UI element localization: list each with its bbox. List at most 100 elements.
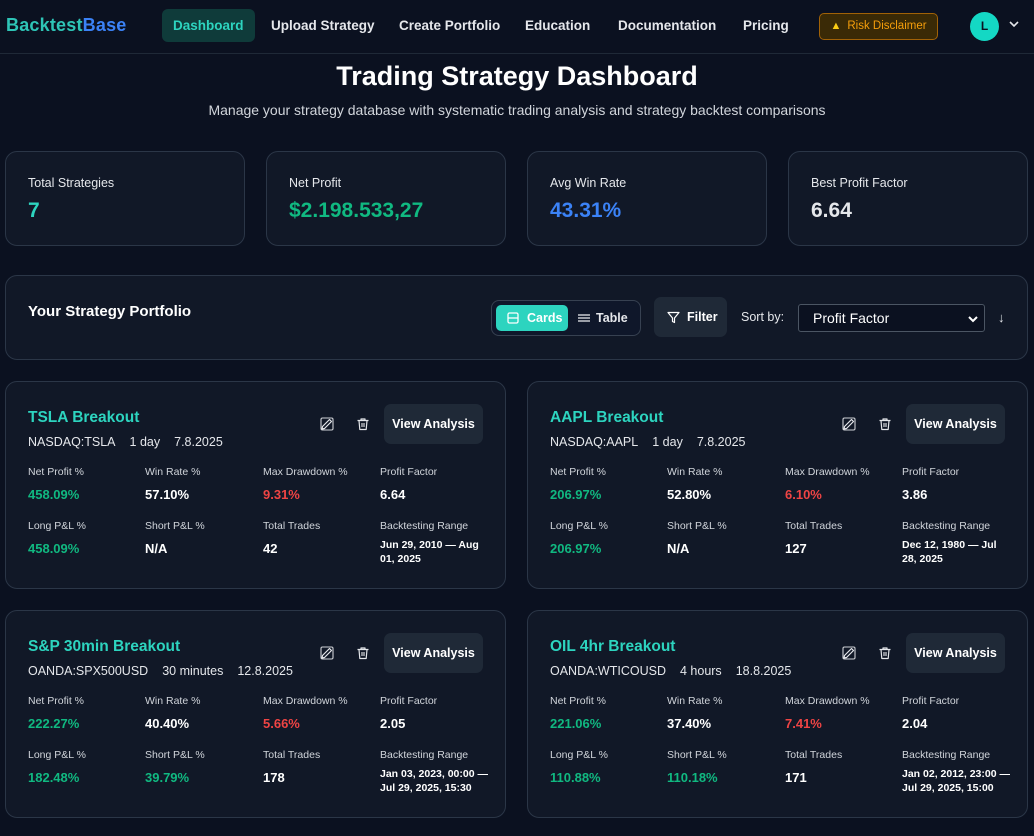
stat-label: Best Profit Factor: [811, 176, 908, 190]
sort-label: Sort by:: [741, 310, 785, 324]
list-icon: [578, 314, 590, 322]
stat-value: 43.31%: [550, 199, 622, 222]
nav-education[interactable]: Education: [525, 18, 591, 33]
nav-documentation[interactable]: Documentation: [618, 18, 717, 33]
edit-icon[interactable]: [842, 646, 856, 660]
strategy-card: AAPL Breakout NASDAQ:AAPL 1 day 7.8.2025 V…: [527, 381, 1028, 589]
edit-icon[interactable]: [320, 417, 334, 431]
metric-win-rate: Win Rate % 40.40%: [145, 695, 201, 731]
metric-total-trades: Total Trades 42: [263, 520, 321, 556]
metric-profit-factor: Profit Factor 2.05: [380, 695, 438, 731]
nav-dashboard[interactable]: Dashboard: [162, 9, 255, 42]
metric-max-drawdown: Max Drawdown % 7.41%: [785, 695, 870, 731]
strategy-timeframe: 1 day: [129, 435, 161, 449]
strategy-meta: OANDA:SPX500USD 30 minutes 12.8.2025: [28, 664, 307, 678]
chevron-down-icon[interactable]: [1008, 18, 1020, 30]
trash-icon[interactable]: [356, 646, 370, 660]
risk-disclaimer-button[interactable]: ▲ Risk Disclaimer: [819, 13, 938, 40]
metric-total-trades: Total Trades 127: [785, 520, 843, 556]
metric-profit-factor: Profit Factor 6.64: [380, 466, 438, 502]
stat-net-profit: Net Profit $2.198.533,27: [266, 151, 506, 246]
strategy-meta: NASDAQ:TSLA 1 day 7.8.2025: [28, 435, 237, 449]
avatar[interactable]: L: [970, 12, 999, 41]
metric-win-rate: Win Rate % 52.80%: [667, 466, 723, 502]
strategy-meta: NASDAQ:AAPL 1 day 7.8.2025: [550, 435, 760, 449]
metric-backtest-range: Backtesting Range Jun 29, 2010 — Aug 01, …: [380, 520, 479, 565]
metric-win-rate: Win Rate % 37.40%: [667, 695, 723, 731]
strategy-name[interactable]: TSLA Breakout: [28, 409, 140, 426]
edit-icon[interactable]: [842, 417, 856, 431]
strategy-card: TSLA Breakout NASDAQ:TSLA 1 day 7.8.2025 V…: [5, 381, 506, 589]
metric-backtest-range: Backtesting Range Dec 12, 1980 — Jul 28, …: [902, 520, 997, 565]
stat-label: Avg Win Rate: [550, 176, 627, 190]
stat-avg-win-rate: Avg Win Rate 43.31%: [527, 151, 767, 246]
metric-max-drawdown: Max Drawdown % 9.31%: [263, 466, 348, 502]
nav-create-portfolio[interactable]: Create Portfolio: [399, 18, 501, 33]
metric-net-profit: Net Profit % 221.06%: [550, 695, 607, 731]
sort-direction-button[interactable]: ↓: [998, 310, 1005, 325]
metric-win-rate: Win Rate % 57.10%: [145, 466, 201, 502]
metric-long-pl: Long P&L % 458.09%: [28, 520, 86, 556]
strategy-timeframe: 4 hours: [679, 664, 722, 678]
metric-net-profit: Net Profit % 222.27%: [28, 695, 85, 731]
strategy-date: 18.8.2025: [735, 664, 792, 678]
cards-icon: [507, 312, 519, 324]
strategy-name[interactable]: S&P 30min Breakout: [28, 638, 181, 655]
metric-short-pl: Short P&L % 110.18%: [667, 749, 727, 785]
stat-label: Net Profit: [289, 176, 342, 190]
portfolio-title: Your Strategy Portfolio: [28, 303, 192, 320]
strategy-symbol: OANDA:WTICOUSD: [550, 664, 666, 678]
metric-long-pl: Long P&L % 110.88%: [550, 749, 608, 785]
filter-button[interactable]: Filter: [654, 297, 727, 337]
trash-icon[interactable]: [356, 417, 370, 431]
view-toggle: Cards Table: [491, 300, 641, 336]
cards-view-button[interactable]: Cards: [496, 305, 568, 331]
metric-backtest-range: Backtesting Range Jan 03, 2023, 00:00 — J…: [380, 749, 488, 794]
trash-icon[interactable]: [878, 417, 892, 431]
page-subtitle: Manage your strategy database with syste…: [208, 102, 826, 118]
filter-icon: [667, 311, 680, 324]
table-view-button[interactable]: Table: [572, 305, 638, 331]
strategy-symbol: OANDA:SPX500USD: [28, 664, 149, 678]
strategy-card: OIL 4hr Breakout OANDA:WTICOUSD 4 hours 18…: [527, 610, 1028, 818]
stat-value: 6.64: [811, 199, 852, 222]
trash-icon[interactable]: [878, 646, 892, 660]
stat-label: Total Strategies: [28, 176, 115, 190]
metric-profit-factor: Profit Factor 2.04: [902, 695, 960, 731]
top-navigation: BacktestBase Dashboard Upload Strategy C…: [0, 0, 1034, 54]
strategy-timeframe: 1 day: [652, 435, 683, 449]
metric-max-drawdown: Max Drawdown % 5.66%: [263, 695, 348, 731]
nav-upload-strategy[interactable]: Upload Strategy: [271, 18, 375, 33]
view-analysis-button[interactable]: View Analysis: [906, 633, 1005, 673]
metric-max-drawdown: Max Drawdown % 6.10%: [785, 466, 870, 502]
strategy-name[interactable]: AAPL Breakout: [550, 409, 664, 426]
strategy-date: 12.8.2025: [237, 664, 293, 678]
stat-total-strategies: Total Strategies 7: [5, 151, 245, 246]
metric-short-pl: Short P&L % N/A: [145, 520, 205, 556]
strategy-date: 7.8.2025: [696, 435, 746, 449]
page-title: Trading Strategy Dashboard: [336, 61, 698, 91]
view-analysis-button[interactable]: View Analysis: [906, 404, 1005, 444]
strategy-card: S&P 30min Breakout OANDA:SPX500USD 30 min…: [5, 610, 506, 818]
nav-pricing[interactable]: Pricing: [743, 18, 789, 33]
strategy-name[interactable]: OIL 4hr Breakout: [550, 638, 676, 655]
view-analysis-button[interactable]: View Analysis: [384, 404, 483, 444]
stat-value: $2.198.533,27: [289, 199, 424, 222]
metric-backtest-range: Backtesting Range Jan 02, 2012, 23:00 — J…: [902, 749, 1010, 794]
brand-logo[interactable]: BacktestBase: [6, 15, 127, 35]
sort-select[interactable]: Profit Factor: [798, 304, 985, 332]
warning-icon: ▲: [830, 20, 842, 32]
metric-profit-factor: Profit Factor 3.86: [902, 466, 960, 502]
edit-icon[interactable]: [320, 646, 334, 660]
metric-total-trades: Total Trades 178: [263, 749, 321, 785]
chevron-down-icon: [968, 316, 978, 323]
metric-total-trades: Total Trades 171: [785, 749, 843, 785]
metric-short-pl: Short P&L % N/A: [667, 520, 727, 556]
metric-net-profit: Net Profit % 206.97%: [550, 466, 607, 502]
portfolio-toolbar: Your Strategy Portfolio Cards Table Filt…: [5, 275, 1028, 360]
view-analysis-button[interactable]: View Analysis: [384, 633, 483, 673]
stat-value: 7: [28, 199, 40, 222]
strategy-date: 7.8.2025: [174, 435, 223, 449]
metric-net-profit: Net Profit % 458.09%: [28, 466, 85, 502]
strategy-timeframe: 30 minutes: [162, 664, 224, 678]
